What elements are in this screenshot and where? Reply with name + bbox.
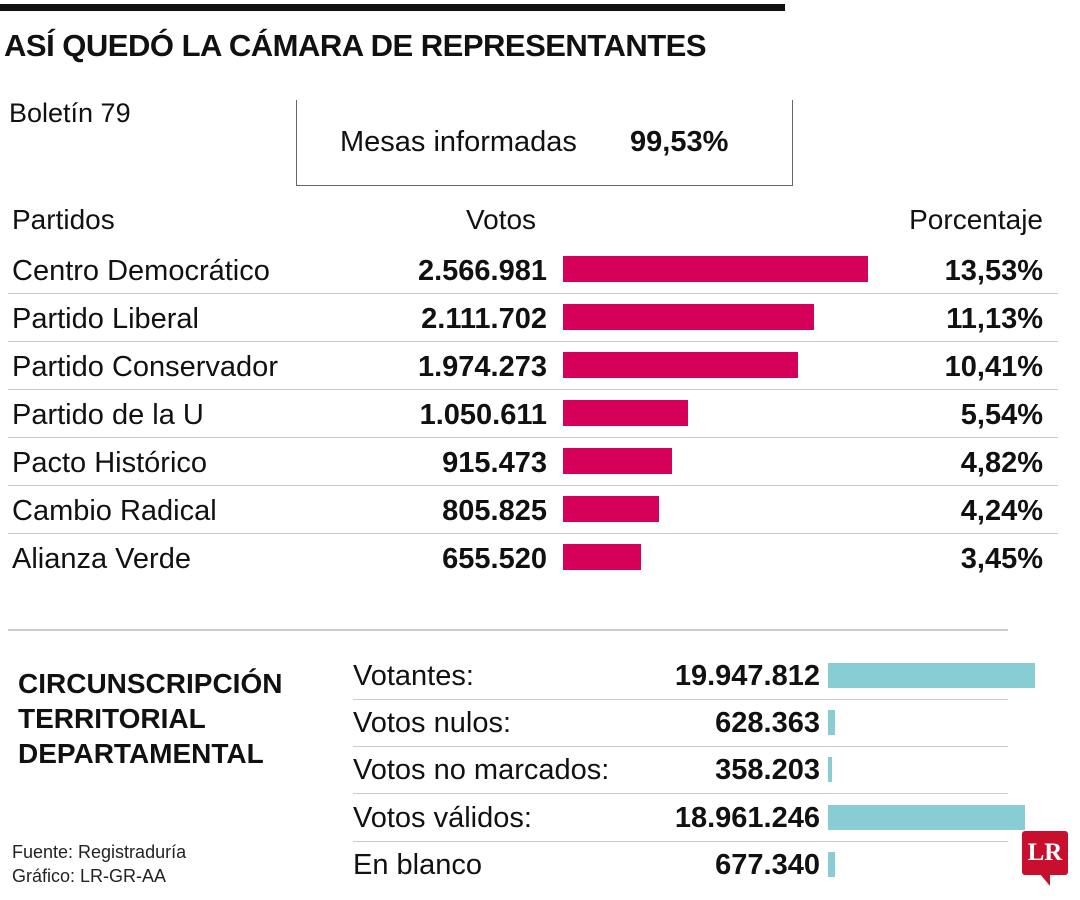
party-bar — [563, 352, 798, 378]
party-votes: 2.566.981 — [417, 255, 547, 287]
party-row: Cambio Radical 805.825 4,24% — [8, 485, 1058, 534]
header-percent: Porcentaje — [909, 204, 1043, 235]
party-name: Pacto Histórico — [12, 447, 208, 479]
credit-note: Gráfico: LR-GR-AA — [12, 866, 167, 886]
party-bar — [563, 400, 688, 426]
top-rule — [0, 4, 785, 11]
party-votes: 2.111.702 — [421, 303, 547, 335]
party-name: Centro Democrático — [12, 255, 270, 287]
lr-logo: LR — [1022, 831, 1068, 875]
summary-value: 358.203 — [715, 754, 820, 787]
party-votes: 1.974.273 — [417, 351, 547, 383]
party-percent: 11,13% — [946, 303, 1043, 335]
party-bar — [563, 496, 659, 522]
summary-bar — [828, 663, 1035, 688]
section-title-line2: TERRITORIAL — [18, 703, 206, 734]
summary-row: Votos nulos: 628.363 — [353, 699, 1008, 748]
summary-row: Votantes: 19.947.812 — [353, 652, 1035, 700]
party-name: Alianza Verde — [12, 543, 191, 575]
summary-bar — [828, 710, 835, 736]
party-percent: 3,45% — [960, 543, 1043, 575]
page-title: ASÍ QUEDÓ LA CÁMARA DE REPRESENTANTES — [4, 28, 707, 63]
summary-row: En blanco 677.340 — [353, 841, 1008, 888]
party-name: Cambio Radical — [12, 495, 217, 527]
party-percent: 13,53% — [944, 255, 1043, 287]
party-percent: 4,24% — [960, 495, 1043, 527]
summary-label: Votantes: — [353, 660, 474, 692]
party-name: Partido Conservador — [12, 351, 278, 383]
party-row: Pacto Histórico 915.473 4,82% — [8, 437, 1058, 486]
summary-label: Votos nulos: — [353, 707, 511, 740]
party-percent: 10,41% — [944, 351, 1043, 383]
summary-value: 18.961.246 — [674, 801, 820, 834]
header-votes: Votos — [466, 204, 537, 235]
party-name: Partido Liberal — [12, 303, 199, 335]
party-percent: 5,54% — [960, 399, 1043, 431]
lr-logo-tail — [1040, 874, 1050, 886]
summary-value: 628.363 — [715, 707, 820, 740]
party-row: Alianza Verde 655.520 3,45% — [8, 533, 1058, 581]
summary-bar — [828, 851, 836, 877]
summary-bar — [828, 804, 1025, 830]
party-votes: 915.473 — [442, 447, 547, 479]
summary-row: Votos no marcados: 358.203 — [353, 746, 1008, 795]
party-bar — [563, 304, 814, 330]
party-bar — [563, 448, 672, 474]
party-bar — [563, 256, 868, 282]
section-divider — [8, 629, 1008, 631]
party-votes: 1.050.611 — [419, 399, 547, 431]
party-votes: 805.825 — [442, 495, 547, 527]
party-percent: 4,82% — [960, 447, 1043, 479]
party-votes: 655.520 — [442, 543, 547, 575]
summary-row: Votos válidos: 18.961.246 — [353, 794, 1025, 842]
header-party: Partidos — [12, 204, 115, 235]
summary-value: 677.340 — [715, 848, 820, 881]
party-row: Partido de la U 1.050.611 5,54% — [8, 389, 1058, 438]
summary-label: Votos válidos: — [353, 801, 532, 834]
summary-label: Votos no marcados: — [353, 754, 610, 787]
party-row: Partido Conservador 1.974.273 10,41% — [8, 341, 1058, 390]
party-row: Partido Liberal 2.111.702 11,13% — [8, 293, 1058, 342]
section-title-line1: CIRCUNSCRIPCIÓN — [18, 668, 283, 699]
party-row: Centro Democrático 2.566.981 13,53% — [8, 245, 1058, 294]
source-note: Fuente: Registraduría — [12, 842, 187, 862]
section-title-line3: DEPARTAMENTAL — [18, 738, 264, 769]
party-bar — [563, 544, 641, 570]
summary-value: 19.947.812 — [674, 660, 820, 692]
mesas-value: 99,53% — [630, 126, 729, 158]
bulletin-label: Boletín 79 — [9, 98, 131, 128]
mesas-label: Mesas informadas — [340, 126, 577, 158]
mesas-box: Mesas informadas 99,53% — [296, 100, 793, 186]
party-name: Partido de la U — [12, 399, 204, 431]
summary-label: En blanco — [353, 848, 482, 881]
summary-bar — [828, 757, 832, 783]
